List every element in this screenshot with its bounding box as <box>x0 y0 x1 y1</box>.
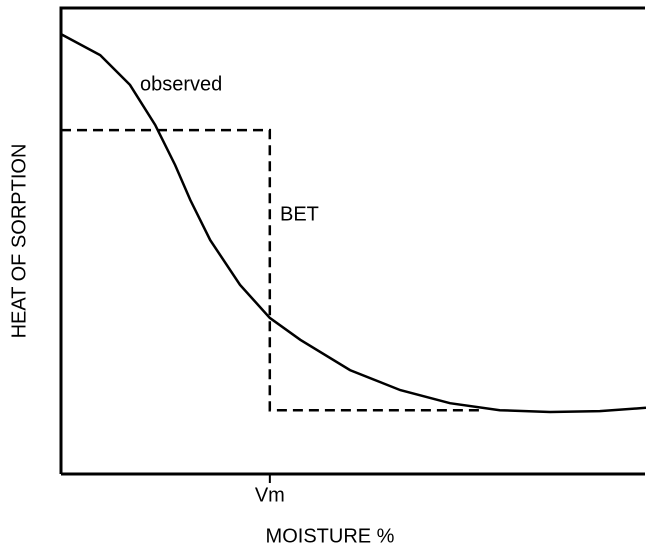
series-line <box>61 128 480 412</box>
y-axis-label: HEAT OF SORPTION <box>8 144 30 339</box>
series-line <box>60 32 646 414</box>
series-label: BET <box>280 203 319 225</box>
plot-frame <box>59 6 645 476</box>
x-axis-label: MOISTURE % <box>266 525 395 547</box>
series-label: observed <box>140 73 222 95</box>
x-tick-label: Vm <box>255 484 285 506</box>
